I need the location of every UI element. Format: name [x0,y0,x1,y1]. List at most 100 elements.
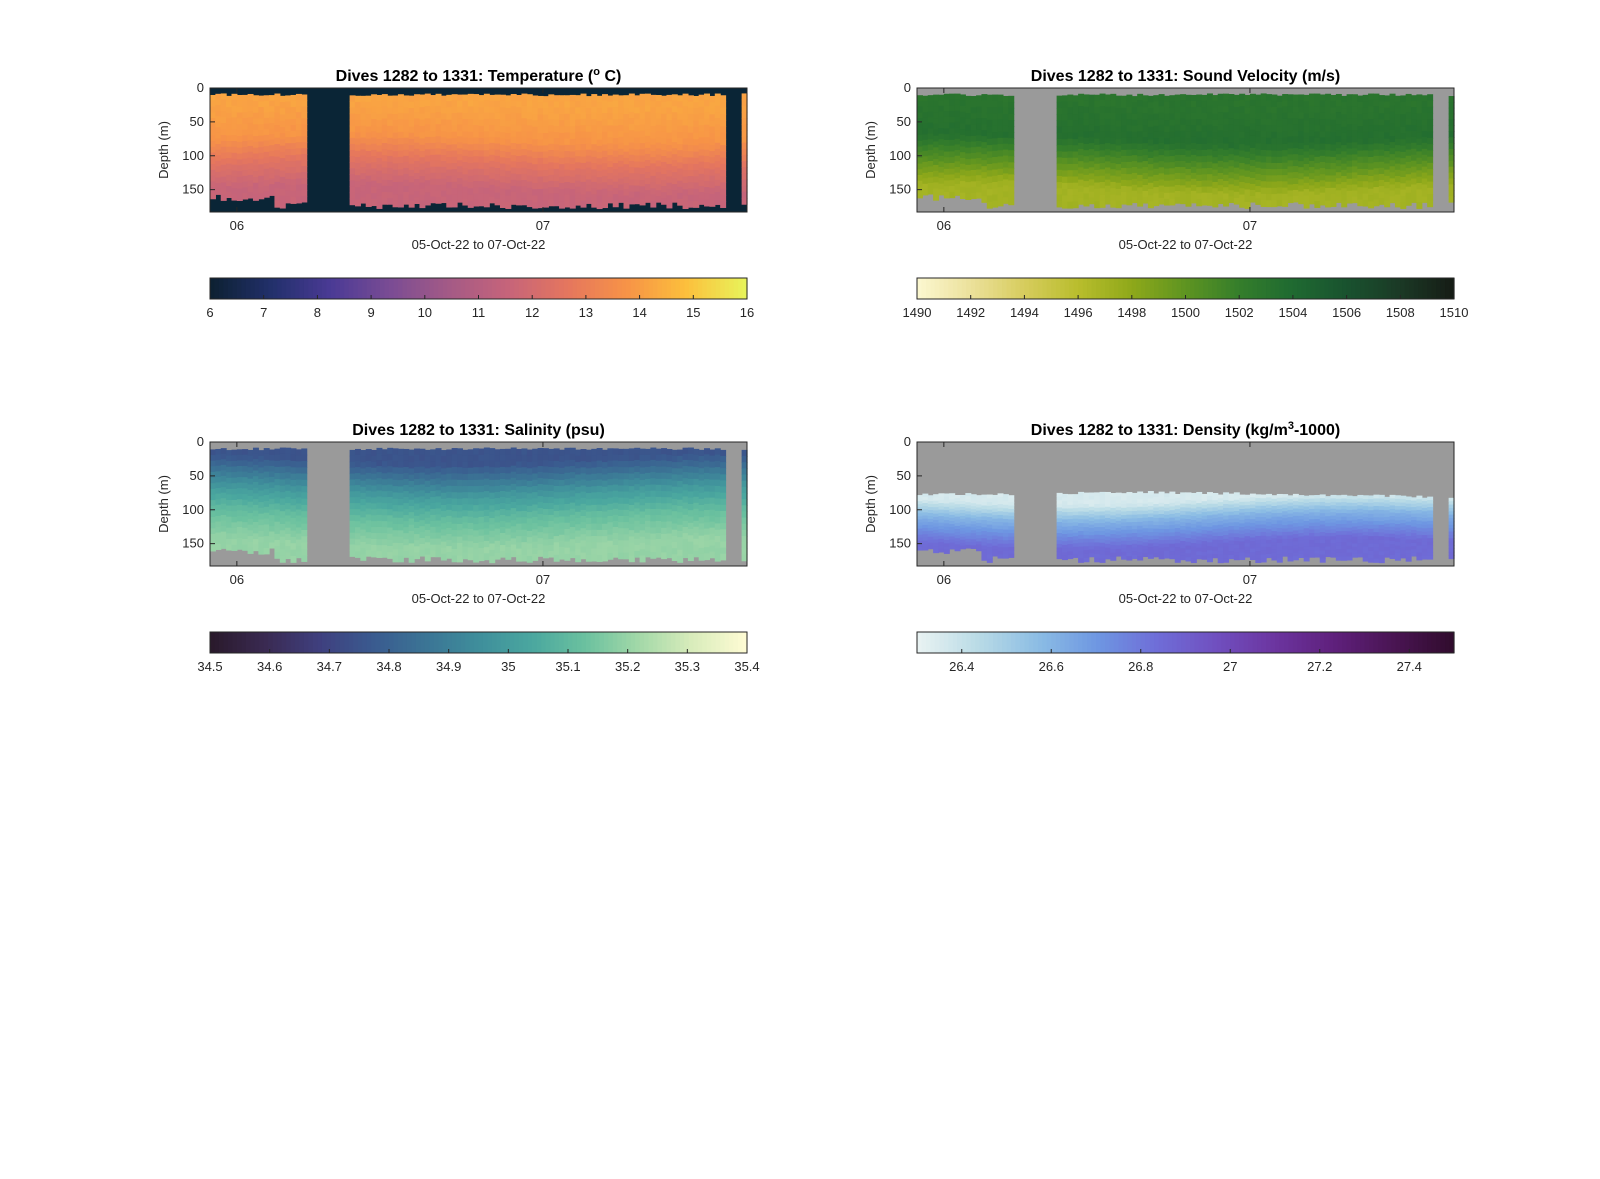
heatmap-cell [478,460,485,468]
heatmap-cell [580,188,587,196]
colorbar-swatch [657,278,663,299]
heatmap-cell [1083,174,1090,182]
heatmap-cell [365,144,372,152]
heatmap-cell [618,497,625,505]
heatmap-cell [542,521,549,528]
heatmap-cell [548,490,555,498]
heatmap-cell [365,187,372,195]
heatmap-cell [1180,179,1187,186]
heatmap-cell [467,156,474,164]
heatmap-cell [1190,118,1197,126]
heatmap-cell [986,157,993,165]
heatmap-cell [714,136,721,144]
heatmap-cell [591,94,598,101]
heatmap-cell [462,137,469,145]
heatmap-cell [1427,162,1434,170]
heatmap-cell [494,449,501,456]
heatmap-cell [1427,119,1434,127]
heatmap-cell [1008,150,1015,157]
heatmap-cell [242,460,249,467]
heatmap-cell [650,533,657,541]
heatmap-cell [381,100,388,107]
heatmap-cell [542,96,549,103]
heatmap-cell [655,142,662,150]
y-tick-label: 150 [182,182,204,197]
heatmap-cell [505,504,512,511]
heatmap-cell [397,200,404,208]
heatmap-cell [269,493,276,500]
colorbar-swatch [1127,278,1133,299]
heatmap-cell [532,492,539,499]
heatmap-cell [1292,148,1299,155]
heatmap-cell [709,95,716,103]
heatmap-cell [1303,157,1310,165]
heatmap-cell [1389,142,1396,149]
heatmap-cell [521,542,528,549]
heatmap-cell [1121,101,1128,109]
heatmap-cell [671,112,678,119]
heatmap-cell [666,551,673,559]
heatmap-cell [446,119,453,127]
heatmap-cell [1110,100,1117,108]
heatmap-cell [403,545,410,552]
heatmap-cell [301,172,308,179]
heatmap-cell [1115,188,1122,196]
heatmap-cell [403,448,410,456]
heatmap-cell [1142,196,1149,204]
heatmap-cell [1427,156,1434,164]
heatmap-cell [1083,143,1090,151]
heatmap-cell [210,455,216,462]
heatmap-cell [392,460,399,468]
heatmap-cell [430,148,437,156]
colorbar-swatch [375,278,381,299]
heatmap-cell [1185,94,1192,102]
heatmap-cell [1298,173,1305,180]
heatmap-cell [607,101,614,109]
heatmap-cell [392,555,399,563]
heatmap-cell [1164,192,1170,200]
heatmap-cell [569,484,576,492]
heatmap-cell [1394,108,1401,115]
heatmap-cell [1147,95,1154,103]
heatmap-cell [1384,169,1391,177]
heatmap-cell [981,178,988,185]
heatmap-cell [489,492,496,500]
heatmap-cell [1099,93,1106,101]
heatmap-cell [661,113,668,121]
colorbar-swatch [250,278,256,299]
heatmap-cell [1094,144,1101,152]
heatmap-cell [1094,163,1101,171]
heatmap-cell [933,141,940,148]
heatmap-cell [387,490,394,498]
colorbar-swatch [724,278,730,299]
heatmap-cell [634,101,641,108]
heatmap-cell [1325,169,1332,177]
heatmap-cell [435,520,442,528]
heatmap-cell [301,542,308,550]
heatmap-cell [215,493,222,500]
heatmap-cell [279,555,286,563]
heatmap-cell [938,155,945,163]
heatmap-cell [602,486,608,494]
heatmap-cell [419,188,426,196]
heatmap-cell [693,133,700,140]
heatmap-cell [1266,169,1273,176]
heatmap-cell [215,465,222,472]
heatmap-cell [575,186,582,194]
heatmap-cell [943,140,950,147]
heatmap-cell [580,522,587,529]
heatmap-cell [1137,118,1144,126]
heatmap-cell [1131,113,1138,121]
heatmap-cell [1384,120,1391,127]
heatmap-cell [976,169,983,176]
heatmap-cell [242,158,249,165]
heatmap-cell [1255,131,1262,138]
heatmap-cell [247,536,254,543]
heatmap-cell [992,163,999,171]
heatmap-cell [655,496,662,504]
heatmap-cell [639,511,646,519]
heatmap-cell [1346,130,1353,138]
heatmap-cell [1153,174,1160,182]
heatmap-cell [548,112,555,120]
heatmap-cell [252,188,259,196]
